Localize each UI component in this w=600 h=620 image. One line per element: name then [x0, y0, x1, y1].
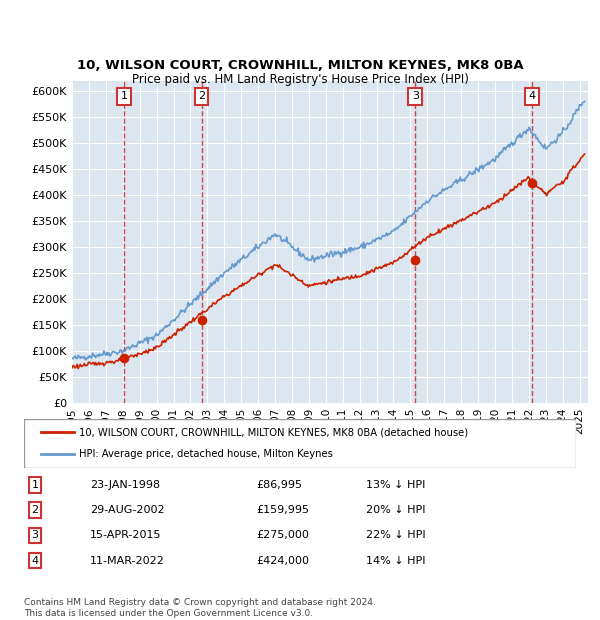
Text: 13% ↓ HPI: 13% ↓ HPI [366, 480, 425, 490]
Text: £424,000: £424,000 [256, 556, 309, 565]
Text: £86,995: £86,995 [256, 480, 302, 490]
Text: 29-AUG-2002: 29-AUG-2002 [90, 505, 165, 515]
Text: 23-JAN-1998: 23-JAN-1998 [90, 480, 160, 490]
Text: £159,995: £159,995 [256, 505, 309, 515]
Text: HPI: Average price, detached house, Milton Keynes: HPI: Average price, detached house, Milt… [79, 450, 333, 459]
Text: 14% ↓ HPI: 14% ↓ HPI [366, 556, 426, 565]
Text: Contains HM Land Registry data © Crown copyright and database right 2024.
This d: Contains HM Land Registry data © Crown c… [24, 598, 376, 618]
FancyBboxPatch shape [24, 418, 576, 468]
Text: 15-APR-2015: 15-APR-2015 [90, 531, 162, 541]
Text: 3: 3 [32, 531, 38, 541]
Text: 1: 1 [32, 480, 38, 490]
Text: 2: 2 [31, 505, 38, 515]
Text: 1: 1 [121, 91, 127, 101]
Text: 20% ↓ HPI: 20% ↓ HPI [366, 505, 426, 515]
Text: Price paid vs. HM Land Registry's House Price Index (HPI): Price paid vs. HM Land Registry's House … [131, 73, 469, 86]
Text: 10, WILSON COURT, CROWNHILL, MILTON KEYNES, MK8 0BA: 10, WILSON COURT, CROWNHILL, MILTON KEYN… [77, 59, 523, 71]
Text: 11-MAR-2022: 11-MAR-2022 [90, 556, 165, 565]
Text: 2: 2 [198, 91, 205, 101]
Text: 22% ↓ HPI: 22% ↓ HPI [366, 531, 426, 541]
Text: 4: 4 [31, 556, 38, 565]
Text: 4: 4 [529, 91, 536, 101]
Text: £275,000: £275,000 [256, 531, 309, 541]
Text: 3: 3 [412, 91, 419, 101]
Text: 10, WILSON COURT, CROWNHILL, MILTON KEYNES, MK8 0BA (detached house): 10, WILSON COURT, CROWNHILL, MILTON KEYN… [79, 427, 469, 437]
